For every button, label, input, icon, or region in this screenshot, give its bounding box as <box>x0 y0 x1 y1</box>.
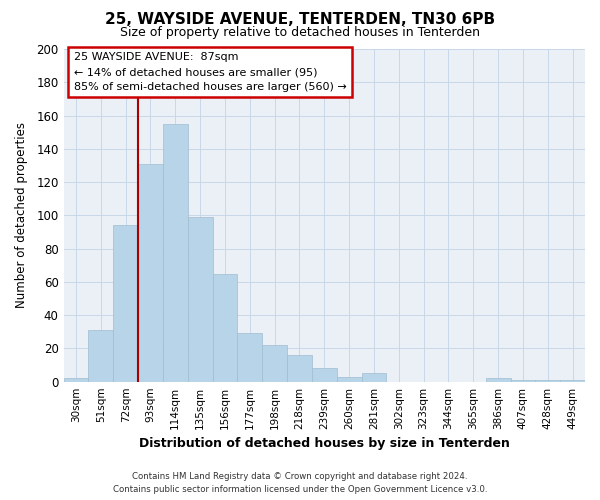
Y-axis label: Number of detached properties: Number of detached properties <box>15 122 28 308</box>
X-axis label: Distribution of detached houses by size in Tenterden: Distribution of detached houses by size … <box>139 437 510 450</box>
Bar <box>511 380 535 382</box>
Text: Contains HM Land Registry data © Crown copyright and database right 2024.
Contai: Contains HM Land Registry data © Crown c… <box>113 472 487 494</box>
Bar <box>212 274 238 382</box>
Bar <box>238 334 262 382</box>
Bar <box>337 376 362 382</box>
Bar <box>262 345 287 382</box>
Text: 25 WAYSIDE AVENUE:  87sqm
← 14% of detached houses are smaller (95)
85% of semi-: 25 WAYSIDE AVENUE: 87sqm ← 14% of detach… <box>74 52 347 92</box>
Bar <box>485 378 511 382</box>
Bar <box>113 226 138 382</box>
Bar <box>163 124 188 382</box>
Bar <box>535 380 560 382</box>
Bar <box>138 164 163 382</box>
Bar <box>312 368 337 382</box>
Bar <box>188 217 212 382</box>
Bar <box>64 378 88 382</box>
Bar <box>560 380 585 382</box>
Text: Size of property relative to detached houses in Tenterden: Size of property relative to detached ho… <box>120 26 480 39</box>
Bar <box>362 374 386 382</box>
Bar <box>88 330 113 382</box>
Bar <box>287 355 312 382</box>
Text: 25, WAYSIDE AVENUE, TENTERDEN, TN30 6PB: 25, WAYSIDE AVENUE, TENTERDEN, TN30 6PB <box>105 12 495 28</box>
